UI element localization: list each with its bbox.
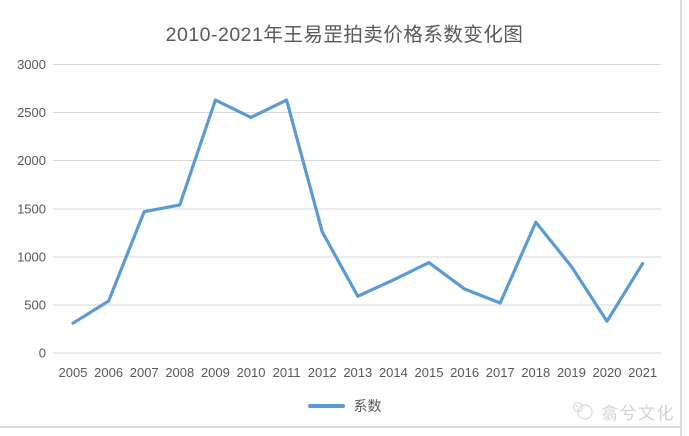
watermark: 翕兮文化 bbox=[571, 398, 675, 424]
x-tick-label: 2017 bbox=[486, 365, 515, 380]
x-tick-label: 2015 bbox=[415, 365, 444, 380]
watermark-bird-logo bbox=[571, 400, 595, 422]
x-tick-label: 2009 bbox=[201, 365, 230, 380]
watermark-text: 翕兮文化 bbox=[601, 403, 675, 423]
y-tick-label: 1000 bbox=[17, 249, 46, 264]
legend-line-swatch bbox=[307, 404, 345, 408]
x-tick-label: 2016 bbox=[450, 365, 479, 380]
x-tick-label: 2013 bbox=[343, 365, 372, 380]
y-tick-label: 3000 bbox=[17, 57, 46, 72]
x-tick-label: 2021 bbox=[628, 365, 657, 380]
x-tick-label: 2008 bbox=[165, 365, 194, 380]
x-tick-label: 2006 bbox=[94, 365, 123, 380]
x-tick-label: 2005 bbox=[59, 365, 88, 380]
x-tick-label: 2018 bbox=[521, 365, 550, 380]
y-tick-label: 2000 bbox=[17, 153, 46, 168]
y-tick-label: 500 bbox=[24, 297, 46, 312]
legend: 系数 bbox=[0, 397, 689, 415]
frame-bottom-border bbox=[0, 426, 682, 428]
x-tick-label: 2011 bbox=[273, 365, 301, 380]
y-tick-label: 1500 bbox=[17, 201, 46, 216]
x-tick-label: 2012 bbox=[308, 365, 337, 380]
x-tick-label: 2007 bbox=[130, 365, 159, 380]
x-tick-label: 2019 bbox=[557, 365, 586, 380]
x-tick-label: 2020 bbox=[593, 365, 622, 380]
legend-series-label: 系数 bbox=[353, 398, 382, 414]
chart-title: 2010-2021年王易罡拍卖价格系数变化图 bbox=[165, 24, 524, 46]
frame-right-border bbox=[680, 0, 682, 436]
y-tick-label: 2500 bbox=[17, 105, 46, 120]
series-line bbox=[71, 98, 645, 325]
x-tick-label: 2010 bbox=[237, 365, 266, 380]
y-tick-label: 0 bbox=[39, 346, 46, 361]
x-tick-label: 2014 bbox=[379, 365, 408, 380]
